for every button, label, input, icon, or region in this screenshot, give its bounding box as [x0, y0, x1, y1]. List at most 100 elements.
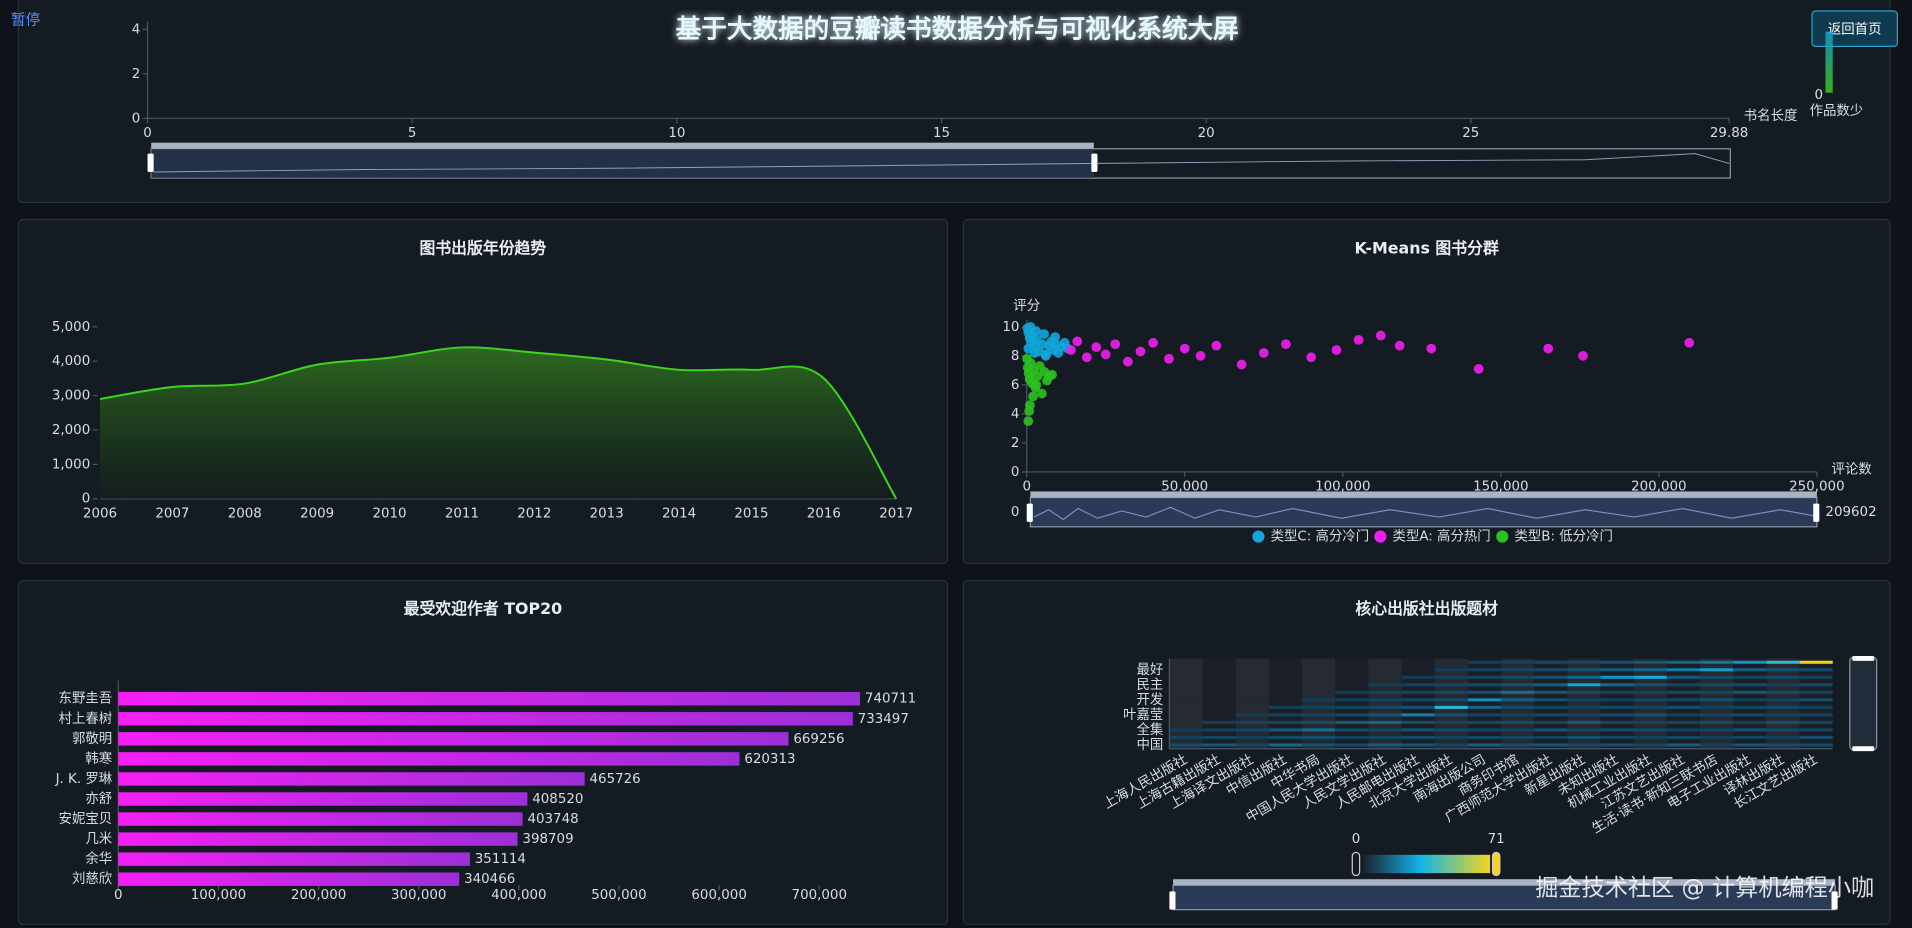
- heatmap-cell: [1401, 683, 1435, 687]
- heatmap-cell: [1302, 713, 1336, 717]
- visual-map-label: 0: [1352, 832, 1361, 847]
- heatmap-cell: [1700, 675, 1734, 679]
- zoom-handle[interactable]: [1831, 891, 1838, 910]
- value-label: 398709: [522, 832, 573, 847]
- scatter-point: [1394, 340, 1405, 351]
- heatmap-cell: [1567, 698, 1601, 702]
- back-button[interactable]: 返回首页: [1811, 10, 1898, 47]
- heatmap-cell: [1600, 690, 1634, 694]
- heatmap-cell: [1335, 673, 1369, 682]
- chart-title: K-Means 图书分群: [1355, 238, 1499, 257]
- heatmap-cell: [1567, 728, 1601, 732]
- heatmap-cell: [1467, 690, 1502, 694]
- pause-button[interactable]: 暂停: [11, 12, 40, 29]
- heatmap-cell: [1368, 673, 1402, 682]
- heatmap-cell: [1766, 713, 1800, 717]
- x-tick-label: 2014: [662, 506, 696, 521]
- scatter-point: [1072, 336, 1083, 347]
- x-axis-label: 评论数: [1832, 461, 1873, 477]
- heatmap-cell: [1567, 713, 1601, 717]
- button-bg[interactable]: [1811, 10, 1898, 47]
- heatmap-cell: [1268, 666, 1303, 674]
- heatmap-cell: [1368, 728, 1402, 732]
- heatmap-cell: [1666, 735, 1701, 739]
- heatmap-cell: [1268, 673, 1303, 682]
- zoom-handle[interactable]: [1852, 746, 1875, 752]
- heatmap-cell: [1534, 668, 1568, 672]
- heatmap-cell: [1600, 683, 1634, 687]
- heatmap-cell: [1666, 720, 1701, 724]
- heatmap-cell: [1700, 668, 1734, 672]
- heatmap-cell: [1700, 743, 1734, 747]
- heatmap-cell: [1202, 658, 1236, 667]
- zoom-label: 0: [1011, 505, 1020, 520]
- scatter-point: [1037, 388, 1047, 399]
- scatter-point: [1179, 343, 1190, 354]
- heatmap-cell: [1434, 683, 1468, 687]
- heatmap-cell: [1434, 675, 1468, 679]
- y-tick-label: 0: [132, 111, 141, 126]
- legend-label[interactable]: 类型A: 高分热门: [1393, 528, 1491, 545]
- heatmap-cell: [1235, 658, 1269, 667]
- scatter-point: [1032, 371, 1043, 382]
- scatter-point: [1148, 337, 1159, 348]
- heatmap-cell: [1202, 696, 1236, 704]
- chart-title: 图书出版年份趋势: [419, 238, 546, 257]
- zoom-handle[interactable]: [1169, 891, 1176, 910]
- zoom-handle[interactable]: [1852, 656, 1875, 661]
- heatmap-cell: [1700, 713, 1734, 717]
- value-label: 669256: [793, 732, 844, 747]
- heatmap-cell: [1401, 705, 1435, 709]
- zoom-handle[interactable]: [147, 153, 154, 172]
- heatmap-cell: [1335, 690, 1369, 694]
- heatmap-cell: [1202, 673, 1236, 682]
- heatmap-cell: [1633, 743, 1667, 747]
- heatmap-cell: [1666, 690, 1701, 694]
- heatmap-cell: [1633, 728, 1667, 732]
- x-tick-label: 500,000: [591, 888, 646, 903]
- heatmap-cell: [1467, 728, 1502, 732]
- x-tick-label: 5: [408, 126, 417, 141]
- zoom-handle[interactable]: [1091, 153, 1098, 172]
- heatmap-cell: [1235, 713, 1269, 717]
- heatmap-cell: [1368, 683, 1402, 687]
- heatmap-cell: [1567, 720, 1601, 724]
- heatmap-cell: [1235, 703, 1269, 712]
- y-tick-label: J. K. 罗琳: [55, 771, 113, 787]
- heatmap-cell: [1268, 705, 1303, 709]
- heatmap-cell: [1567, 683, 1601, 687]
- legend-label[interactable]: 类型C: 高分冷门: [1271, 528, 1370, 545]
- heatmap-cell: [1666, 660, 1701, 664]
- x-tick-label: 10: [668, 126, 685, 141]
- legend-label[interactable]: 类型B: 低分冷门: [1514, 529, 1612, 545]
- visual-map-handle[interactable]: [1491, 851, 1501, 877]
- y-tick-label: 刘慈欣: [72, 871, 112, 887]
- heatmap-cell: [1268, 713, 1303, 717]
- heatmap-cell: [1501, 683, 1535, 687]
- heatmap-cell: [1501, 720, 1535, 724]
- heatmap-cell: [1600, 675, 1634, 679]
- heatmap-cell: [1567, 690, 1601, 694]
- heatmap-cell: [1335, 728, 1369, 732]
- heatmap-cell: [1335, 743, 1369, 747]
- scatter-point: [1040, 350, 1051, 361]
- heatmap-cell: [1467, 675, 1502, 679]
- heatmap-cell: [1302, 658, 1336, 667]
- heatmap-cell: [1766, 690, 1800, 694]
- heatmap-cell: [1235, 673, 1269, 682]
- visual-map-handle[interactable]: [1351, 851, 1361, 877]
- value-label: 620313: [744, 752, 795, 767]
- y-tick-label: 安妮宝贝: [59, 811, 113, 827]
- heatmap-cell: [1633, 668, 1667, 672]
- heatmap-cell: [1335, 658, 1369, 667]
- y-tick-label: 郭敬明: [72, 730, 112, 747]
- zoom-handle[interactable]: [1026, 503, 1033, 522]
- x-tick-label: 0: [114, 888, 123, 903]
- heatmap-cell: [1302, 705, 1336, 709]
- zoom-handle[interactable]: [1813, 503, 1820, 522]
- button-label[interactable]: 返回首页: [1828, 21, 1882, 37]
- heatmap-cell: [1169, 703, 1203, 712]
- heatmap-cell: [1534, 713, 1568, 717]
- heatmap-cell: [1302, 673, 1336, 682]
- heatmap-cell: [1235, 696, 1269, 704]
